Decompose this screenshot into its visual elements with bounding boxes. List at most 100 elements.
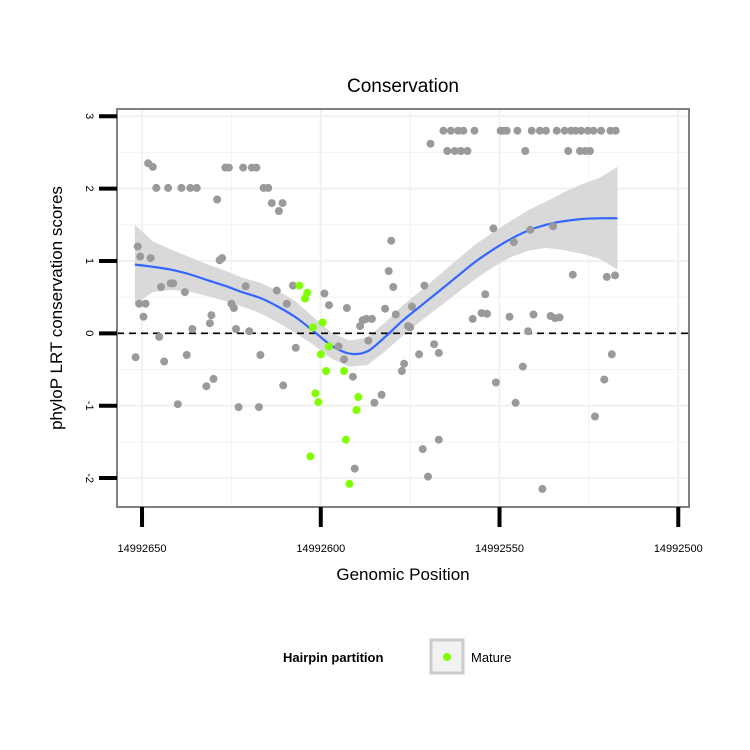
point-other [282, 299, 291, 308]
point-other [188, 325, 197, 333]
point-other [367, 314, 376, 323]
point-other [481, 290, 490, 299]
point-other [434, 435, 443, 444]
point-other [364, 336, 373, 345]
point-other [234, 403, 243, 412]
point-other [155, 332, 164, 341]
point-other [186, 183, 195, 192]
point-other [131, 353, 140, 362]
y-axis-title: phyloP LRT conservation scores [47, 186, 66, 430]
point-mature [316, 350, 325, 359]
point-other [202, 382, 211, 391]
point-mature [345, 479, 354, 488]
point-other [342, 304, 351, 312]
y-tick-label: 3 [83, 113, 95, 119]
y-tick-label: -1 [83, 401, 95, 411]
point-other [291, 343, 300, 352]
point-other [274, 207, 283, 215]
point-other [139, 312, 148, 321]
point-other [521, 147, 530, 155]
point-other [160, 357, 169, 366]
point-mature [308, 323, 317, 332]
point-other [177, 183, 186, 192]
point-other [400, 359, 409, 368]
point-other [513, 126, 522, 135]
point-other [420, 281, 429, 290]
point-other [370, 398, 379, 407]
point-other [348, 372, 357, 381]
point-mature [318, 318, 327, 327]
x-tick-label: 14992550 [475, 543, 524, 555]
point-other [334, 342, 343, 351]
point-other [264, 183, 273, 192]
point-other [397, 367, 406, 375]
point-other [133, 242, 142, 251]
x-tick-label: 14992600 [296, 543, 345, 555]
point-other [245, 327, 254, 336]
point-other [232, 325, 240, 333]
point-other [164, 183, 173, 192]
point-other [489, 224, 498, 233]
smooth-line-layer [134, 217, 618, 356]
point-other [224, 163, 233, 172]
legend-label-mature: Mature [471, 650, 511, 665]
point-other [443, 147, 452, 155]
point-other [415, 350, 424, 359]
point-other [254, 403, 263, 412]
point-other [589, 126, 598, 135]
point-mature [340, 367, 348, 375]
x-axis-title: Genomic Position [336, 565, 469, 584]
point-other [278, 199, 287, 208]
point-other [272, 286, 281, 295]
point-other [597, 126, 606, 135]
smooth-line [134, 217, 618, 356]
point-other [426, 139, 435, 148]
point-other [229, 304, 238, 312]
point-other [600, 375, 609, 384]
point-other [152, 183, 161, 192]
point-other [205, 319, 214, 328]
point-other [564, 147, 573, 155]
y-tick-label: -2 [83, 473, 95, 483]
point-other [591, 412, 599, 421]
point-other [535, 126, 544, 135]
point-other [182, 351, 191, 359]
point-other [407, 302, 416, 311]
point-mature [295, 281, 304, 290]
point-other [406, 323, 415, 332]
points-layer [131, 126, 620, 493]
point-other [529, 310, 538, 319]
point-mature [311, 389, 320, 398]
point-other [459, 126, 468, 135]
point-mature [314, 398, 323, 407]
point-other [450, 147, 459, 155]
point-other [505, 312, 514, 321]
point-other [468, 314, 477, 323]
point-mature [352, 406, 361, 414]
point-other [560, 126, 569, 135]
point-other [256, 351, 265, 359]
point-other [350, 464, 359, 473]
point-other [320, 289, 329, 298]
point-other [288, 281, 297, 290]
point-other [362, 314, 371, 323]
point-other [491, 378, 500, 387]
point-other [518, 362, 527, 371]
point-other [389, 283, 398, 291]
point-other [483, 309, 491, 318]
point-other [148, 162, 157, 171]
x-tick-label: 14992650 [118, 543, 167, 555]
point-other [267, 199, 276, 208]
legend-key-mature [429, 638, 465, 675]
point-other [434, 348, 443, 357]
point-mature [354, 393, 363, 401]
point-other [384, 267, 393, 276]
point-other [446, 126, 455, 135]
point-other [430, 340, 439, 349]
point-other [542, 126, 550, 135]
point-other [607, 350, 616, 359]
point-other [549, 222, 558, 231]
point-other [527, 126, 536, 135]
point-mature [303, 288, 312, 297]
